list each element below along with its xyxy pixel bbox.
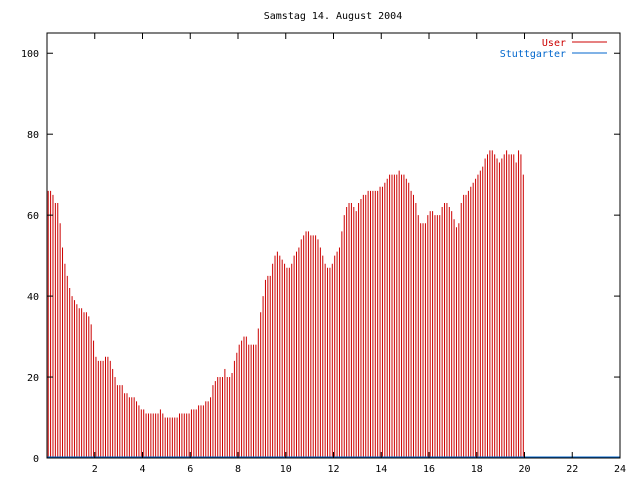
y-axis: 0 20 40 60 80 100 [21, 49, 620, 465]
y-tick-label: 100 [21, 49, 39, 60]
x-tick-label: 14 [375, 464, 387, 475]
y-tick-label: 60 [27, 211, 39, 222]
x-tick-label: 2 [92, 464, 98, 475]
x-tick-label: 18 [471, 464, 483, 475]
x-tick-label: 22 [566, 464, 578, 475]
y-tick-label: 20 [27, 373, 39, 384]
x-tick-label: 24 [614, 464, 626, 475]
x-tick-label: 12 [327, 464, 339, 475]
user-bars [47, 150, 524, 458]
y-tick-label: 40 [27, 292, 39, 303]
chart-title: Samstag 14. August 2004 [264, 11, 402, 22]
legend-label-stuttgarter: Stuttgarter [500, 49, 566, 60]
legend-label-user: User [542, 38, 566, 49]
x-tick-label: 16 [423, 464, 435, 475]
x-tick-label: 8 [235, 464, 241, 475]
x-axis: 2 4 6 8 10 12 14 16 18 20 22 24 [92, 33, 626, 475]
x-tick-label: 4 [139, 464, 145, 475]
y-tick-label: 0 [33, 454, 39, 465]
y-tick-label: 80 [27, 130, 39, 141]
x-tick-label: 6 [187, 464, 193, 475]
x-tick-label: 20 [518, 464, 530, 475]
legend: User Stuttgarter [500, 38, 607, 60]
x-tick-label: 10 [280, 464, 292, 475]
plot-frame [46, 32, 621, 459]
